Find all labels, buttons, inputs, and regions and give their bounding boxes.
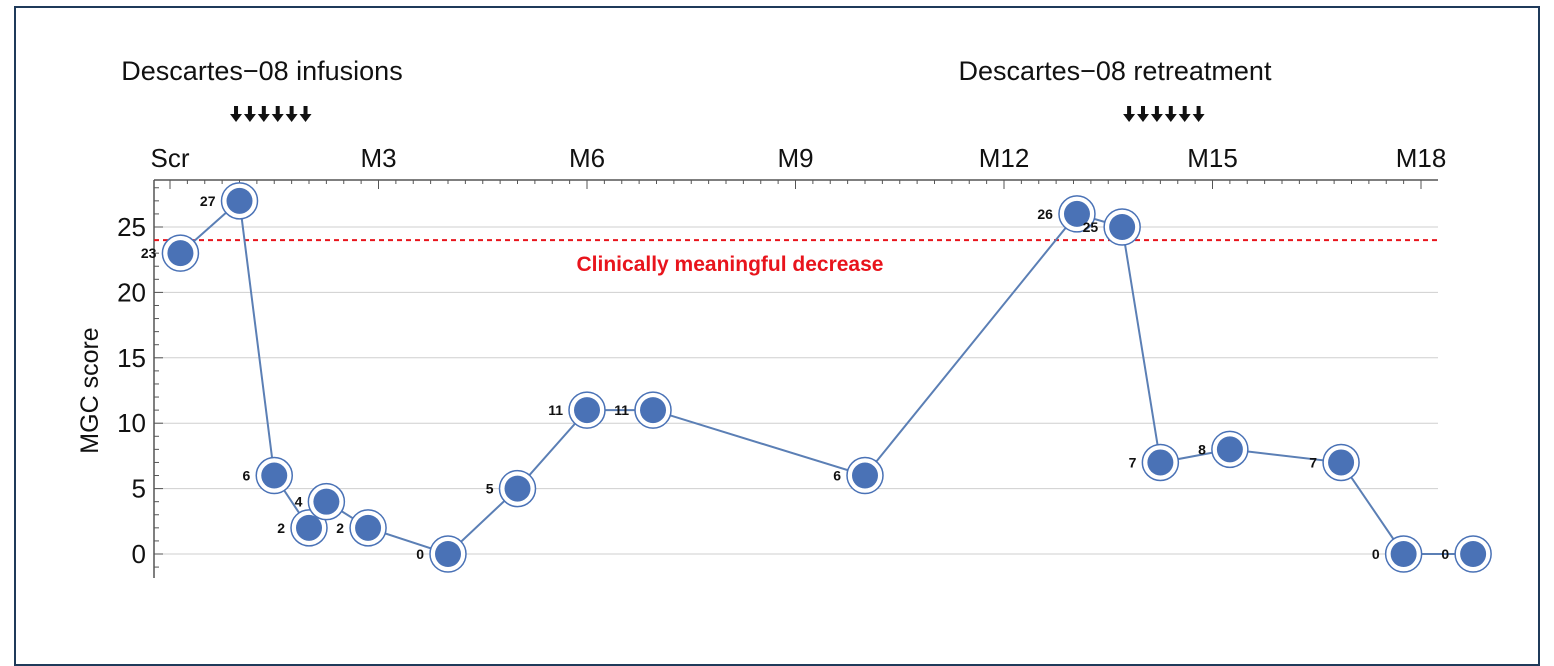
infusion-arrow-head: [285, 114, 298, 122]
infusion-arrow-head: [299, 114, 312, 122]
data-point: [261, 462, 288, 489]
data-point: [640, 397, 667, 424]
data-label: 4: [295, 494, 303, 510]
data-label: 2: [277, 520, 285, 536]
retreatment-arrow-head: [1150, 114, 1163, 122]
y-tick-label: 25: [117, 212, 146, 242]
data-point: [167, 240, 194, 267]
data-point: [355, 514, 382, 541]
infusion-arrow-shaft: [289, 106, 294, 115]
data-point: [435, 541, 461, 567]
top-tick-label: M18: [1396, 143, 1447, 173]
data-label: 11: [614, 402, 629, 418]
threshold-label: Clinically meaningful decrease: [577, 253, 884, 276]
retreatment-arrow-shaft: [1196, 106, 1201, 115]
data-point: [313, 488, 340, 515]
data-label: 2: [336, 520, 344, 536]
retreatment-arrow-head: [1192, 114, 1205, 122]
grid-lines: [154, 226, 1438, 555]
threshold-group: Clinically meaningful decrease: [154, 239, 1438, 276]
y-tick-label: 5: [132, 474, 146, 504]
data-point: [226, 187, 253, 214]
retreatment-arrow-shaft: [1127, 106, 1132, 115]
infusion-arrow-shaft: [303, 106, 308, 115]
figure-frame: [14, 6, 1540, 666]
data-point: [574, 397, 600, 424]
data-label: 27: [200, 193, 216, 209]
retreatment-arrow-head: [1178, 114, 1191, 122]
data-label: 7: [1129, 454, 1137, 470]
y-tick-label: 20: [117, 277, 146, 307]
top-tick-label: M6: [569, 143, 605, 173]
infusion-arrow-head: [230, 114, 243, 122]
top-tick-label: Scr: [151, 143, 190, 173]
data-point: [296, 514, 322, 541]
data-point: [852, 462, 878, 489]
data-point: [1147, 449, 1174, 476]
y-tick-label: 15: [117, 343, 146, 373]
infusion-arrow-head: [243, 114, 256, 122]
data-label: 0: [1372, 546, 1380, 562]
infusion-arrow-shaft: [234, 106, 239, 115]
data-label: 6: [242, 468, 250, 484]
data-point: [1328, 449, 1355, 476]
data-label: 23: [141, 245, 157, 261]
retreatment-arrow-shaft: [1154, 106, 1159, 115]
data-point: [1216, 436, 1243, 463]
infusion-arrow-head: [271, 114, 284, 122]
infusion-arrow-shaft: [275, 106, 280, 115]
infusions-title: Descartes−08 infusions: [121, 56, 402, 86]
data-label: 11: [548, 402, 563, 418]
infusion-arrow-shaft: [247, 106, 252, 115]
data-label: 0: [416, 546, 424, 562]
top-tick-label: M9: [777, 143, 813, 173]
retreatment-arrow-shaft: [1168, 106, 1173, 115]
data-point: [504, 475, 531, 502]
y-axis-label: MGC score: [76, 327, 104, 453]
retreatment-title: Descartes−08 retreatment: [959, 56, 1272, 86]
data-label: 7: [1309, 454, 1317, 470]
retreatment-arrow-shaft: [1182, 106, 1187, 115]
data-label: 26: [1037, 206, 1053, 222]
data-point: [1390, 541, 1417, 567]
top-tick-label: M3: [360, 143, 396, 173]
y-tick-label: 0: [132, 539, 146, 569]
data-label: 0: [1441, 546, 1449, 562]
data-point: [1109, 214, 1136, 240]
retreatment-arrow-head: [1164, 114, 1177, 122]
data-label: 8: [1198, 441, 1206, 457]
top-tick-label: M12: [979, 143, 1030, 173]
data-point: [1063, 200, 1090, 227]
infusion-arrow-head: [257, 114, 270, 122]
data-point: [1460, 541, 1487, 567]
data-label: 6: [833, 468, 841, 484]
top-tick-label: M15: [1187, 143, 1238, 173]
retreatment-arrow-head: [1123, 114, 1136, 122]
annotations-group: Descartes−08 infusions Descartes−08 retre…: [121, 56, 1272, 122]
retreatment-arrow-shaft: [1141, 106, 1145, 115]
data-label: 5: [486, 481, 494, 497]
retreatment-arrow-head: [1137, 114, 1149, 122]
data-label: 25: [1083, 219, 1099, 235]
y-tick-label: 10: [117, 408, 146, 438]
infusion-arrow-shaft: [261, 106, 266, 115]
